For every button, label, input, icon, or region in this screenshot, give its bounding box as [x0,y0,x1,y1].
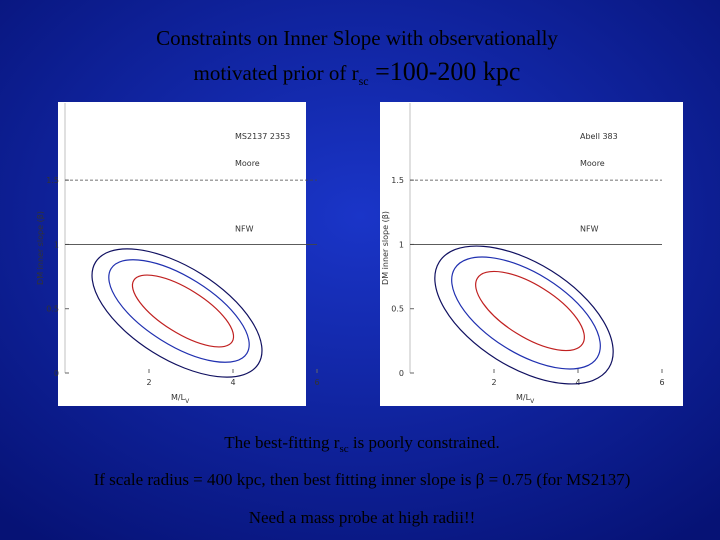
x-tick-label: 2 [146,378,151,387]
contour [108,259,250,363]
y-tick-label: 0.5 [46,305,59,314]
y-tick-label: 1.5 [391,176,404,185]
y-axis-label: DM inner slope (β) [36,211,45,285]
x-tick-label: 4 [575,378,580,387]
x-tick-label: 6 [314,378,319,387]
footer-text: is poorly constrained. [349,433,500,452]
x-axis-label-subscript: V [185,398,190,405]
title-line: motivated prior of rsc =100-200 kpc [194,57,521,88]
title-line: Constraints on Inner Slope with observat… [156,26,558,50]
title-text: motivated prior of r [194,61,359,85]
footer-line: Need a mass probe at high radii!! [249,508,476,527]
y-tick-label: 0.5 [391,305,404,314]
x-axis-label-subscript: V [530,398,535,405]
footer-subscript: sc [339,443,348,455]
y-tick-label: 0 [399,369,404,378]
y-tick-label: 1 [399,240,404,249]
y-tick-label: 1.5 [46,176,59,185]
x-axis-label: M/LV [171,393,190,405]
reference-label: Moore [580,159,605,168]
plot: 0 0.5 1 1.5 2 4 6 Moore NFW MS2137 2353 M/LV DM inn… [36,103,320,405]
title-text: =100-200 kpc [369,57,521,86]
x-axis-label: M/LV [516,393,535,405]
reference-label: NFW [235,224,254,233]
footer-line: The best-fitting rsc is poorly constrain… [224,433,499,455]
y-tick-label: 1 [54,240,59,249]
plot-background [58,102,306,406]
contour [451,256,601,370]
x-tick-label: 6 [659,378,664,387]
x-axis-label-text: M/L [516,393,531,402]
panel-label: Abell 383 [580,132,618,141]
reference-label: NFW [580,224,599,233]
footer-text: The best-fitting r [224,433,340,452]
footer-line: If scale radius = 400 kpc, then best fit… [94,470,631,489]
contour [91,248,263,378]
x-tick-label: 2 [491,378,496,387]
reference-label: Moore [235,159,260,168]
plot-background [380,102,683,406]
contour [131,274,235,348]
x-tick-label: 4 [230,378,235,387]
contour [475,270,585,352]
title-subscript: sc [359,74,369,88]
x-axis-label-text: M/L [171,393,186,402]
y-tick-label: 0 [54,369,59,378]
panel-label: MS2137 2353 [235,132,290,141]
contour [434,245,614,385]
y-axis-label: DM inner slope (β) [381,211,390,285]
plot: 0 0.5 1 1.5 2 4 6 Moore NFW Abell 383 M/LV DM inner… [381,103,665,405]
